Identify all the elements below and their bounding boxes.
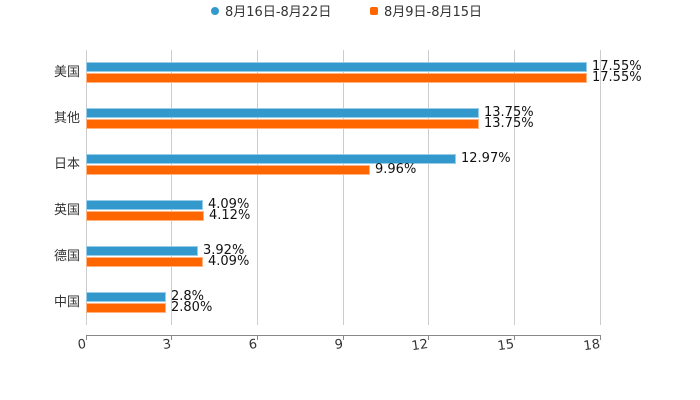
bar-value-label: 13.75% — [484, 105, 534, 120]
bar-aug16-22[interactable] — [86, 200, 203, 210]
gridline — [600, 50, 601, 325]
bar-aug9-15[interactable] — [86, 73, 587, 83]
chart-legend: 8月16日-8月22日 8月9日-8月15日 — [0, 4, 700, 22]
gridline — [428, 50, 429, 325]
bar-value-label: 12.97% — [461, 151, 511, 166]
x-tick-label: 12 — [410, 337, 430, 355]
bar-value-label: 4.12% — [209, 208, 251, 223]
category-label-china: 中国 — [53, 295, 80, 310]
category-label-usa: 美国 — [53, 65, 80, 80]
legend-item-week-aug16-22[interactable]: 8月16日-8月22日 — [211, 4, 331, 22]
bar-aug9-15[interactable] — [86, 257, 203, 267]
x-tick — [257, 335, 258, 340]
bar-value-label: 4.09% — [208, 254, 250, 269]
x-tick — [428, 335, 429, 340]
gridline — [514, 50, 515, 325]
x-tick-label: 9 — [333, 337, 345, 354]
gridline — [171, 50, 172, 325]
legend-square-icon — [370, 7, 378, 15]
bar-value-label: 13.75% — [484, 116, 534, 131]
bar-aug9-15[interactable] — [86, 119, 479, 129]
bar-value-label: 2.80% — [171, 300, 213, 315]
bar-value-label: 3.92% — [203, 243, 245, 258]
bar-value-label: 2.8% — [171, 289, 205, 304]
category-label-uk: 英国 — [53, 203, 80, 218]
bar-aug9-15[interactable] — [86, 211, 204, 221]
x-tick-label: 15 — [496, 337, 516, 355]
x-tick — [171, 335, 172, 340]
bar-value-label: 9.96% — [375, 162, 417, 177]
bar-value-label: 17.55% — [592, 70, 642, 85]
bar-aug9-15[interactable] — [86, 303, 166, 313]
bar-aug9-15[interactable] — [86, 165, 370, 175]
bar-value-label: 4.09% — [208, 197, 250, 212]
legend-item-week-aug9-15[interactable]: 8月9日-8月15日 — [370, 4, 482, 22]
bar-value-label: 17.55% — [592, 59, 642, 74]
legend-label: 8月9日-8月15日 — [384, 5, 483, 20]
x-tick-label: 3 — [161, 337, 173, 354]
x-tick — [514, 335, 515, 340]
x-tick-label: 0 — [76, 337, 88, 354]
category-label-germany: 德国 — [53, 249, 80, 264]
category-label-other: 其他 — [53, 111, 80, 126]
gridline — [257, 50, 258, 325]
x-tick-label: 6 — [247, 337, 259, 354]
x-tick — [343, 335, 344, 340]
legend-circle-icon — [211, 7, 219, 15]
bar-aug16-22[interactable] — [86, 62, 587, 72]
bar-aug16-22[interactable] — [86, 292, 166, 302]
legend-label: 8月16日-8月22日 — [225, 5, 332, 20]
x-tick — [600, 335, 601, 340]
category-label-japan: 日本 — [53, 157, 80, 172]
gridline — [343, 50, 344, 325]
bar-aug16-22[interactable] — [86, 108, 479, 118]
gridline — [86, 50, 87, 325]
bar-aug16-22[interactable] — [86, 246, 198, 256]
x-tick — [86, 335, 87, 340]
x-tick-label: 18 — [582, 337, 602, 355]
bar-aug16-22[interactable] — [86, 154, 456, 164]
